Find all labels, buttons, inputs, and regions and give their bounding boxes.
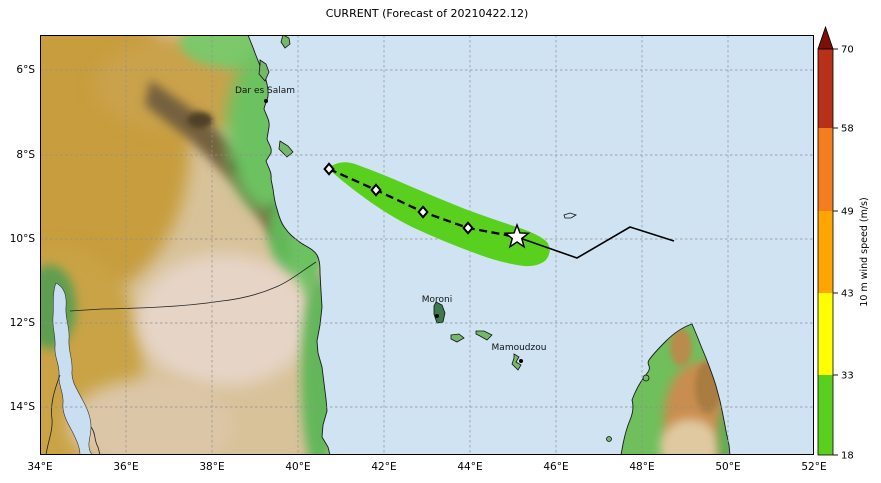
nosy-be-island — [642, 374, 650, 382]
colorbar-segment-43-49 — [818, 211, 833, 293]
city-label-moroni: Moroni — [422, 295, 453, 305]
current-position-star — [503, 222, 531, 249]
lake-malawi — [52, 282, 93, 455]
forecast-marker-diamond — [462, 221, 474, 235]
mafia-island — [278, 140, 294, 158]
colorbar-tick-label: 70 — [841, 45, 854, 56]
x-tick-label: 34°E — [27, 461, 53, 473]
colorbar-tick-label: 49 — [841, 207, 854, 218]
y-tick-label: 10°S — [9, 233, 35, 245]
x-tick-label: 52°E — [801, 461, 827, 473]
forecast-markers — [323, 162, 474, 235]
country-borders — [45, 261, 317, 455]
forecast-marker-diamond — [417, 205, 429, 219]
madagascar-coastline — [620, 323, 731, 455]
zanzibar-island — [258, 59, 270, 82]
map-canvas: Dar es Salam Moroni Mamoudzou — [40, 35, 814, 455]
map-frame — [40, 35, 814, 455]
figure-title: CURRENT (Forecast of 20210422.12) — [325, 7, 529, 20]
colorbar-over-arrow — [817, 25, 834, 50]
colorbar-segment-18-33 — [818, 375, 833, 455]
colorbar-tick-label: 43 — [841, 289, 854, 300]
mamoudzou-dot — [519, 359, 523, 363]
colorbar: 70 58 49 43 33 18 10 m wind speed (m/s) — [817, 25, 870, 462]
moroni-dot — [435, 314, 439, 318]
graticule — [40, 35, 814, 455]
colorbar-tick-label: 58 — [841, 124, 854, 135]
colorbar-outline — [817, 48, 834, 456]
x-tick-label: 48°E — [629, 461, 655, 473]
forecast-marker-diamond — [370, 183, 382, 197]
islands — [258, 35, 650, 442]
x-tick-label: 36°E — [113, 461, 139, 473]
x-tick-label: 40°E — [285, 461, 311, 473]
colorbar-segment-49-58 — [818, 128, 833, 211]
colorbar-tick-label: 33 — [841, 371, 854, 382]
y-tick-label: 14°S — [9, 401, 35, 413]
city-label-dar-es-salam: Dar es Salam — [235, 86, 295, 96]
x-tick-label: 50°E — [715, 461, 741, 473]
small-island — [606, 436, 612, 442]
y-tick-label: 6°S — [16, 64, 35, 76]
x-tick-label: 44°E — [457, 461, 483, 473]
y-tick-label: 12°S — [9, 317, 35, 329]
colorbar-segment-58-70 — [818, 49, 833, 128]
dar-es-salam-dot — [264, 99, 268, 103]
forecast-marker-diamond — [323, 162, 335, 176]
wind-swath — [328, 162, 550, 267]
africa-coastline — [40, 35, 331, 455]
x-tick-label: 38°E — [199, 461, 225, 473]
glorioso-island — [563, 212, 577, 219]
city-dots — [264, 99, 523, 363]
anjouan-island — [475, 330, 493, 341]
y-tick-label: 8°S — [16, 149, 35, 161]
colorbar-tick-label: 18 — [841, 451, 854, 462]
x-tick-label: 46°E — [543, 461, 569, 473]
moheli-island — [450, 333, 465, 343]
mayotte-island — [511, 353, 522, 371]
x-tick-label: 42°E — [371, 461, 397, 473]
past-track-line — [516, 226, 675, 259]
city-label-mamoudzou: Mamoudzou — [492, 343, 547, 353]
colorbar-axis-label: 10 m wind speed (m/s) — [859, 197, 870, 306]
pemba-island — [280, 35, 291, 49]
colorbar-ticks — [833, 48, 838, 456]
colorbar-segment-33-43 — [818, 293, 833, 375]
